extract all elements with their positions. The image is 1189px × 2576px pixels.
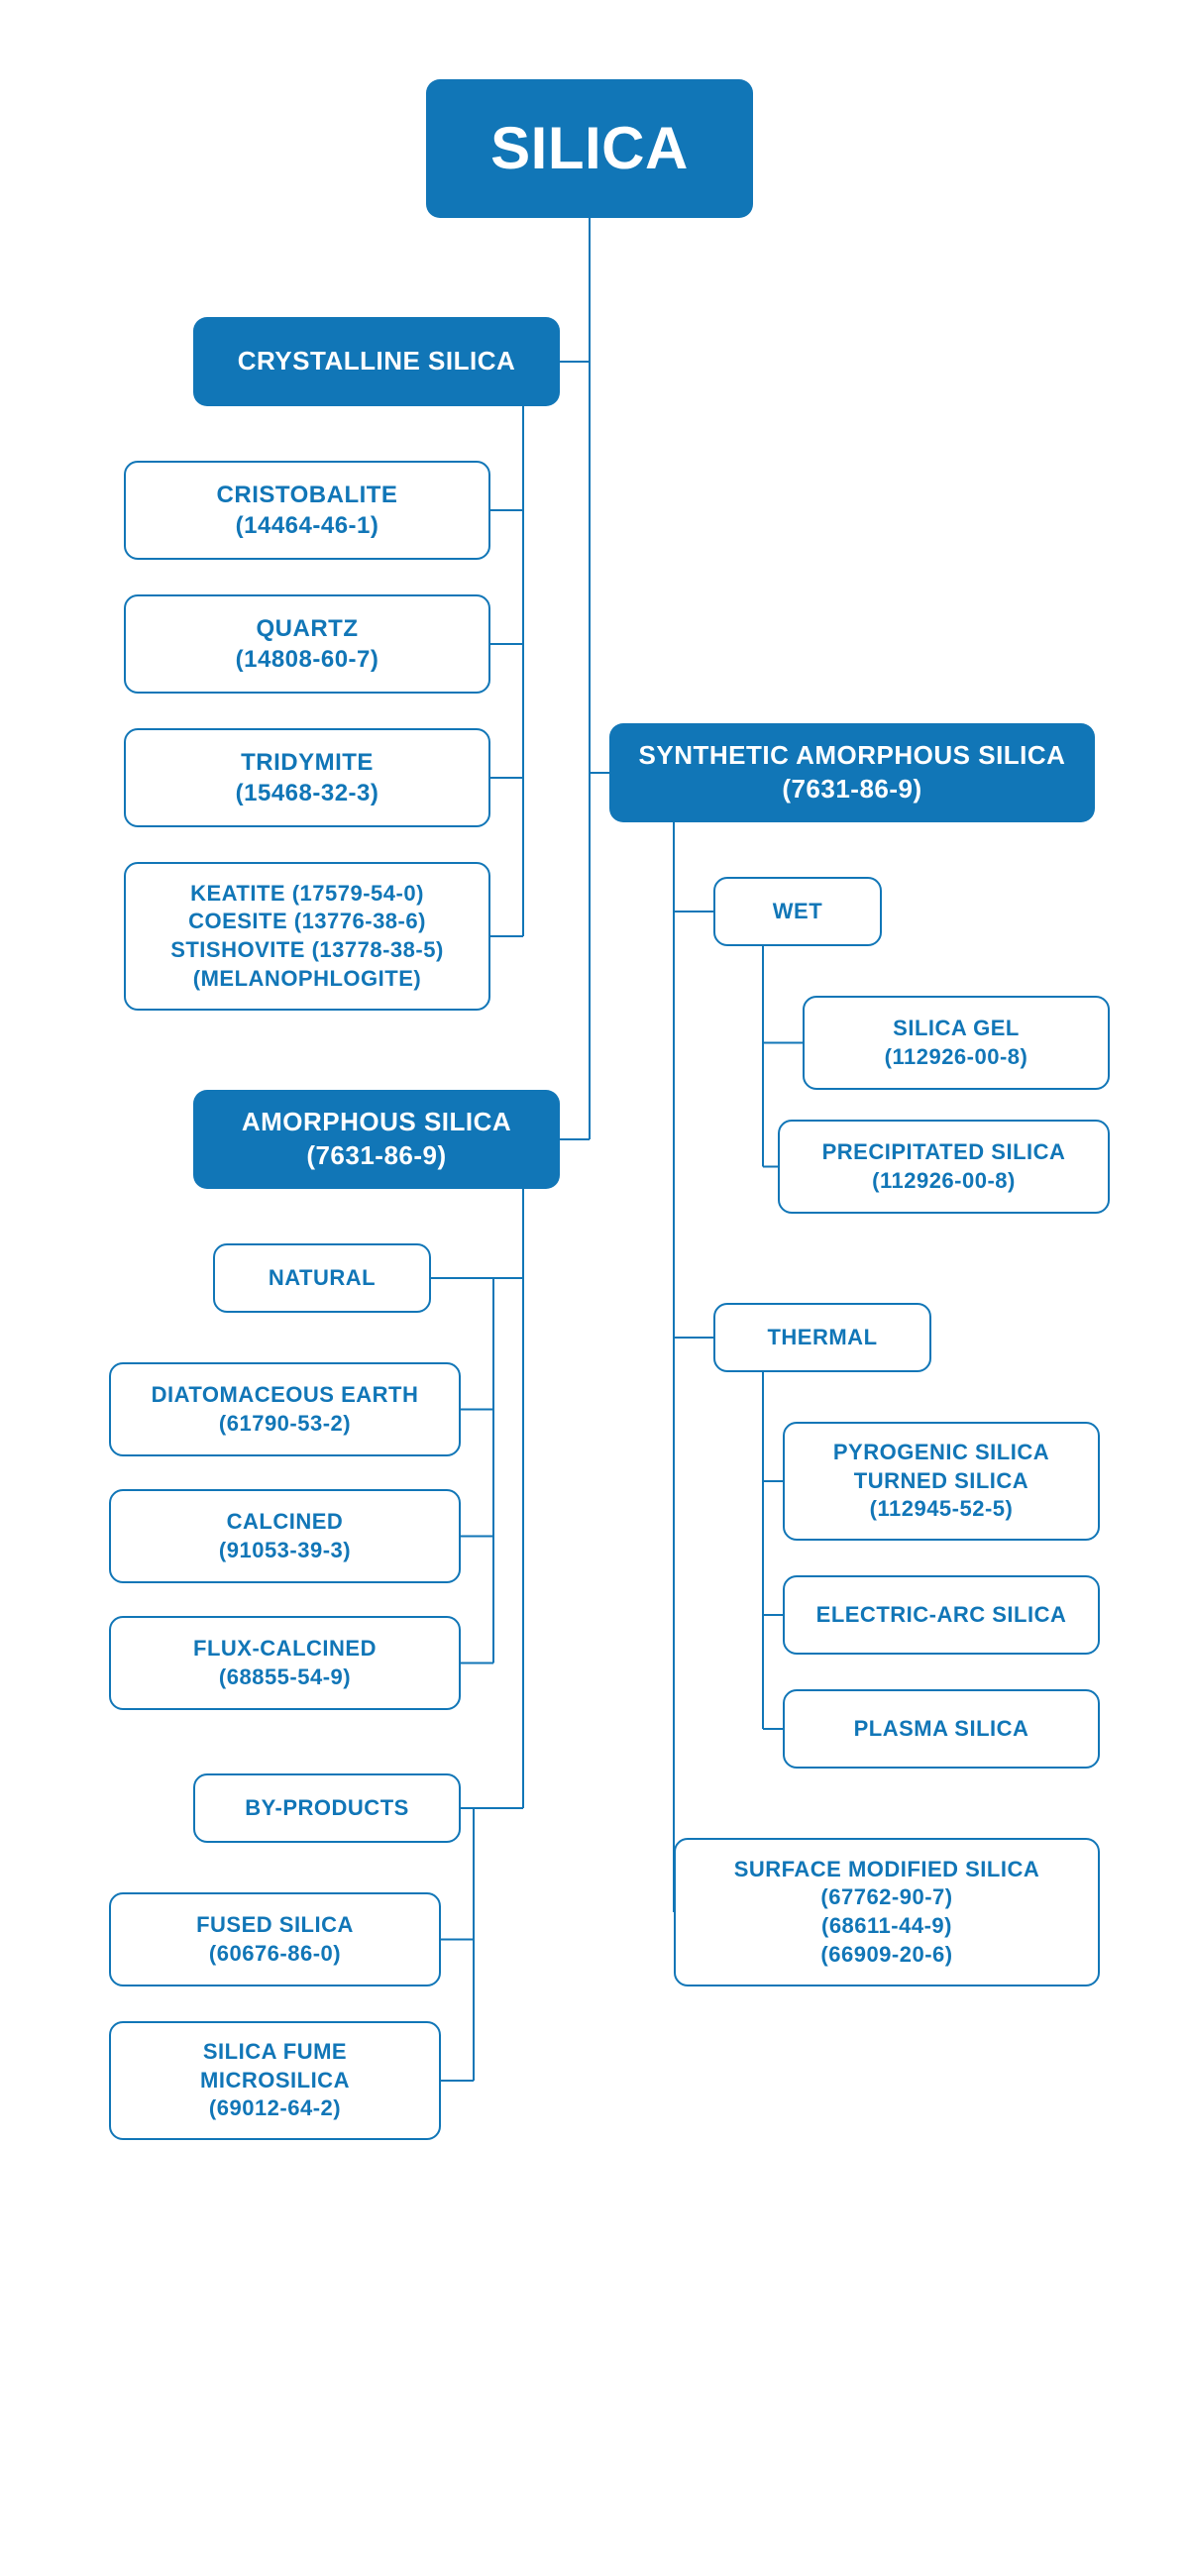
node-silicagel-line: (112926-00-8)	[885, 1043, 1028, 1072]
node-flux-line: (68855-54-9)	[219, 1664, 351, 1692]
node-precipitated: PRECIPITATED SILICA(112926-00-8)	[778, 1120, 1110, 1214]
node-electricarc: ELECTRIC-ARC SILICA	[783, 1575, 1100, 1655]
node-keatite-line: COESITE (13776-38-6)	[188, 908, 426, 936]
node-crystalline: CRYSTALLINE SILICA	[193, 317, 560, 406]
diagram-canvas: SILICA CRYSTALLINE SILICA CRISTOBALITE(144…	[0, 0, 1189, 2576]
node-silicagel: SILICA GEL(112926-00-8)	[803, 996, 1110, 1090]
node-silica-line: SILICA	[490, 110, 689, 187]
node-diatomaceous-line: (61790-53-2)	[219, 1410, 351, 1439]
node-surface-line: (66909-20-6)	[820, 1941, 952, 1970]
node-surface: SURFACE MODIFIED SILICA(67762-90-7)(6861…	[674, 1838, 1100, 1986]
node-precipitated-line: PRECIPITATED SILICA	[822, 1138, 1066, 1167]
node-cristobalite-line: CRISTOBALITE	[217, 480, 398, 510]
node-thermal-line: THERMAL	[767, 1324, 877, 1352]
node-tridymite-line: TRIDYMITE	[241, 747, 374, 778]
node-calcined: CALCINED(91053-39-3)	[109, 1489, 461, 1583]
node-quartz-line: (14808-60-7)	[236, 644, 379, 675]
node-silicagel-line: SILICA GEL	[893, 1015, 1020, 1043]
node-wet-line: WET	[773, 898, 822, 926]
node-amorphous-line: AMORPHOUS SILICA	[242, 1106, 511, 1139]
node-thermal: THERMAL	[713, 1303, 931, 1372]
node-pyrogenic-line: TURNED SILICA	[854, 1467, 1028, 1496]
node-amorphous: AMORPHOUS SILICA(7631-86-9)	[193, 1090, 560, 1189]
node-surface-line: (68611-44-9)	[821, 1912, 952, 1941]
node-surface-line: SURFACE MODIFIED SILICA	[734, 1856, 1040, 1884]
node-fused: FUSED SILICA(60676-86-0)	[109, 1892, 441, 1986]
node-natural-line: NATURAL	[269, 1264, 376, 1293]
node-plasma-line: PLASMA SILICA	[854, 1715, 1029, 1744]
node-tridymite: TRIDYMITE(15468-32-3)	[124, 728, 490, 827]
node-calcined-line: (91053-39-3)	[219, 1537, 351, 1565]
node-wet: WET	[713, 877, 882, 946]
node-quartz-line: QUARTZ	[257, 613, 359, 644]
node-fume: SILICA FUMEMICROSILICA(69012-64-2)	[109, 2021, 441, 2140]
node-synthetic-line: SYNTHETIC AMORPHOUS SILICA	[639, 739, 1066, 773]
node-keatite-line: (MELANOPHLOGITE)	[193, 965, 421, 994]
node-electricarc-line: ELECTRIC-ARC SILICA	[816, 1601, 1067, 1630]
node-silica: SILICA	[426, 79, 753, 218]
node-synthetic: SYNTHETIC AMORPHOUS SILICA(7631-86-9)	[609, 723, 1095, 822]
node-surface-line: (67762-90-7)	[820, 1883, 952, 1912]
node-keatite-line: KEATITE (17579-54-0)	[190, 880, 424, 909]
node-cristobalite: CRISTOBALITE(14464-46-1)	[124, 461, 490, 560]
node-keatite-line: STISHOVITE (13778-38-5)	[170, 936, 444, 965]
node-pyrogenic-line: PYROGENIC SILICA	[833, 1439, 1049, 1467]
node-fused-line: (60676-86-0)	[209, 1940, 341, 1969]
node-plasma: PLASMA SILICA	[783, 1689, 1100, 1769]
node-fume-line: MICROSILICA	[200, 2067, 350, 2095]
node-precipitated-line: (112926-00-8)	[872, 1167, 1016, 1196]
node-tridymite-line: (15468-32-3)	[236, 778, 379, 808]
node-diatomaceous: DIATOMACEOUS EARTH(61790-53-2)	[109, 1362, 461, 1456]
node-synthetic-line: (7631-86-9)	[782, 773, 921, 806]
node-pyrogenic: PYROGENIC SILICATURNED SILICA(112945-52-…	[783, 1422, 1100, 1541]
node-crystalline-line: CRYSTALLINE SILICA	[238, 345, 516, 378]
node-flux-line: FLUX-CALCINED	[193, 1635, 377, 1664]
node-fume-line: SILICA FUME	[203, 2038, 347, 2067]
node-keatite: KEATITE (17579-54-0)COESITE (13776-38-6)…	[124, 862, 490, 1011]
connector-layer	[0, 0, 1189, 2576]
node-pyrogenic-line: (112945-52-5)	[870, 1495, 1014, 1524]
node-fused-line: FUSED SILICA	[196, 1911, 354, 1940]
node-amorphous-line: (7631-86-9)	[306, 1139, 446, 1173]
node-quartz: QUARTZ(14808-60-7)	[124, 594, 490, 694]
node-flux: FLUX-CALCINED(68855-54-9)	[109, 1616, 461, 1710]
node-byproducts: BY-PRODUCTS	[193, 1773, 461, 1843]
node-cristobalite-line: (14464-46-1)	[236, 510, 379, 541]
node-fume-line: (69012-64-2)	[209, 2094, 341, 2123]
node-calcined-line: CALCINED	[227, 1508, 344, 1537]
node-diatomaceous-line: DIATOMACEOUS EARTH	[152, 1381, 419, 1410]
node-byproducts-line: BY-PRODUCTS	[245, 1794, 409, 1823]
node-natural: NATURAL	[213, 1243, 431, 1313]
